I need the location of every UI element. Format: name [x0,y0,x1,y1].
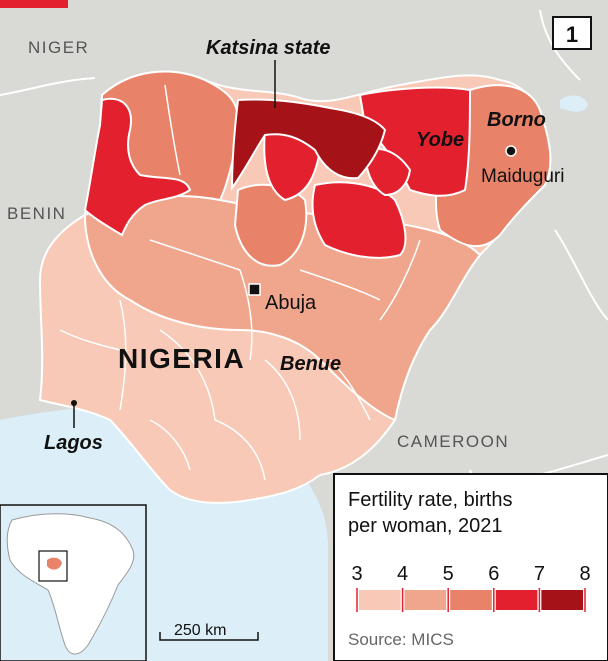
legend-title-line1: Fertility rate, births [348,489,512,511]
label-yobe: Yobe [416,129,464,151]
lake-chad [560,95,588,112]
state-borders [59,84,421,481]
legend-swatches [359,590,583,610]
legend-swatch-7-8 [541,590,583,610]
header-accent-bar [0,0,68,8]
legend-source: Source: MICS [348,630,454,649]
legend-swatch-3-4 [359,590,401,610]
maiduguri-marker [505,145,517,157]
scale-bar-line [159,632,259,641]
label-lagos: Lagos [44,432,103,454]
label-niger: NIGER [28,38,89,57]
legend-title-line2: per woman, 2021 [348,515,503,537]
scale-label: 250 km [174,622,226,639]
label-benue: Benue [280,353,341,375]
legend-tick-3: 3 [351,563,362,585]
inset-africa [6,513,135,655]
legend-tick-4: 4 [397,563,408,585]
label-maiduguri: Maiduguri [481,166,564,187]
label-benin: BENIN [7,204,66,223]
legend-swatch-4-5 [404,590,447,610]
scale-bar: 250 km [159,622,259,641]
label-katsina-state: Katsina state [206,37,331,59]
label-cameroon: CAMEROON [397,432,509,451]
page-number-box [552,16,592,50]
inset-locator-box [38,550,68,582]
lagos-marker [71,400,77,406]
legend-tick-5: 5 [443,563,454,585]
legend-box [333,473,608,661]
region-jigawa-east [363,147,412,197]
region-bauchi [311,181,407,259]
legend: Fertility rate, births per woman, 2021 3… [333,473,608,661]
inset-map [0,504,147,661]
label-nigeria: NIGERIA [118,343,245,374]
label-borno: Borno [487,109,546,131]
label-abuja: Abuja [265,292,317,314]
page-number: 1 [566,22,578,47]
legend-tick-labels: 3 4 5 6 7 8 [351,563,591,612]
legend-swatch-6-7 [495,590,538,610]
region-katsina [230,98,387,192]
region-sokoto-kebbi [83,97,192,237]
legend-tick-6: 6 [488,563,499,585]
legend-tick-7: 7 [534,563,545,585]
inset-nigeria [47,557,62,570]
legend-swatch-5-6 [450,590,492,610]
legend-tick-8: 8 [579,563,590,585]
abuja-marker [248,283,261,296]
